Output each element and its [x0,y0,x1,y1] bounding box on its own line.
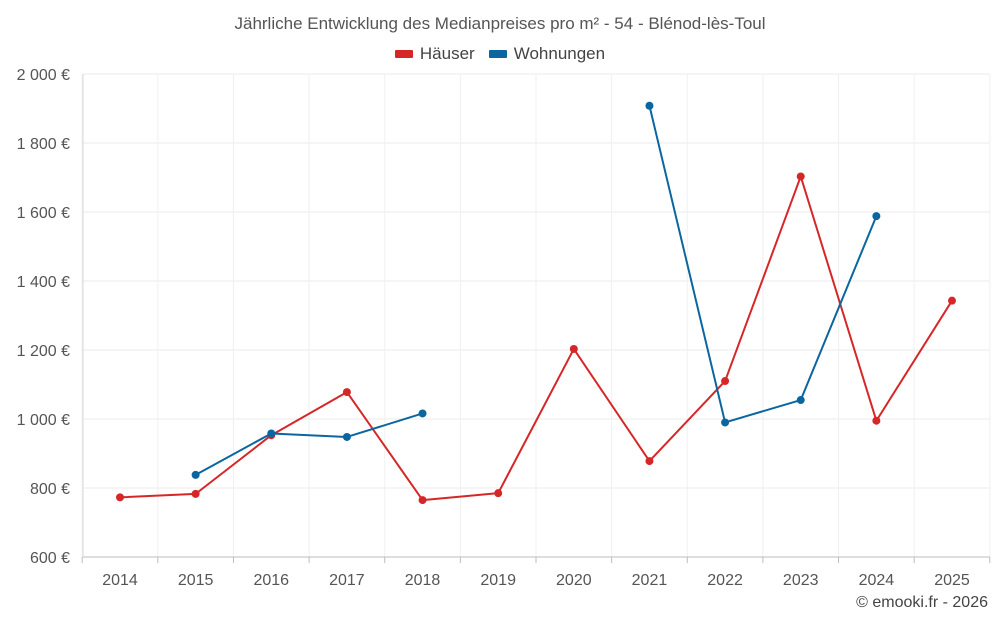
chart-title: Jährliche Entwicklung des Medianpreises … [234,14,766,33]
data-point [342,388,351,397]
credit-text: © emooki.fr - 2026 [856,594,988,611]
series-line [648,105,878,424]
legend-item-wohnungen[interactable]: Wohnungen [488,44,606,64]
data-point [267,429,276,438]
data-point [418,409,427,418]
x-tick-label: 2024 [859,572,895,589]
y-tick-label: 1 800 € [17,136,70,153]
x-tick-label: 2015 [178,572,214,589]
series-line [119,175,953,502]
x-tick-label: 2017 [329,572,365,589]
data-point [721,377,730,386]
gridlines [81,73,991,558]
x-tick-label: 2023 [783,572,819,589]
data-point [116,493,124,502]
data-point [342,432,351,441]
x-tick-label: 2016 [253,572,289,589]
data-point [872,416,881,425]
legend-label-wohnungen: Wohnungen [513,44,606,63]
x-tick-label: 2022 [707,572,743,589]
legend-item-haeuser[interactable]: Häuser [394,44,475,64]
legend: Häuser Wohnungen [0,44,1000,64]
data-point [948,296,956,305]
x-tick-label: 2019 [480,572,516,589]
data-point [721,418,730,427]
y-tick-label: 1 000 € [17,412,70,429]
y-tick-label: 1 200 € [17,343,70,360]
data-point [872,212,881,221]
x-tick-label: 2018 [405,572,441,589]
x-tick-label: 2020 [556,572,592,589]
data-point [191,470,200,479]
y-tick-label: 600 € [30,550,70,567]
legend-swatch-wohnungen [488,50,507,58]
y-tick-label: 1 600 € [17,205,70,222]
series-wohnungen [191,101,881,479]
data-point [645,457,654,466]
legend-swatch-haeuser [394,50,413,58]
series-line [195,412,423,476]
data-point [796,172,805,181]
data-point [645,101,654,110]
data-point [494,489,503,498]
x-tick-label: 2014 [102,572,138,589]
y-tick-label: 2 000 € [17,67,70,84]
x-tick-label: 2021 [632,572,668,589]
x-tick-label: 2025 [934,572,970,589]
y-tick-label: 1 400 € [17,274,70,291]
y-tick-label: 800 € [30,481,70,498]
legend-label-haeuser: Häuser [419,44,475,63]
data-point [569,344,578,353]
data-point [418,496,427,505]
data-point [191,489,200,498]
data-point [796,396,805,405]
